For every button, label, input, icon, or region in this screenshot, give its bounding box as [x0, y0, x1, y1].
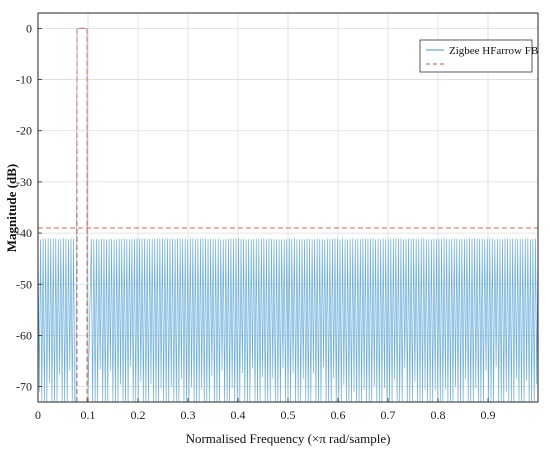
- mask-passband-outline: [76, 27, 88, 402]
- x-tick-label: 0: [35, 408, 41, 422]
- series-zigbee-hfarrow-fb: [38, 28, 538, 402]
- x-tick-label: 0.1: [81, 408, 96, 422]
- axis-ticks: 0 0.1 0.2 0.3 0.4 0.5 0.6 0.7 0.8 0.9 0 -10 -20 -30 -4…: [16, 21, 496, 422]
- x-tick-label: 0.5: [281, 408, 296, 422]
- y-tick-label: -50: [16, 277, 32, 291]
- legend-label-series-1: Zigbee HFarrow FB: [449, 45, 538, 57]
- series-group: [38, 27, 538, 402]
- plot-area: [38, 27, 538, 402]
- y-tick-label: -40: [16, 226, 32, 240]
- x-tick-label: 0.4: [231, 408, 246, 422]
- y-tick-label: -70: [16, 380, 32, 394]
- legend-box: [419, 39, 533, 73]
- legend: Zigbee HFarrow FB: [419, 39, 538, 73]
- y-tick-label: -10: [16, 73, 32, 87]
- y-tick-label: -60: [16, 328, 32, 342]
- y-tick-label: -30: [16, 175, 32, 189]
- y-tick-label: 0: [26, 21, 32, 35]
- x-tick-label: 0.3: [181, 408, 196, 422]
- y-axis-label: Magnitude (dB): [4, 164, 19, 252]
- y-tick-label: -20: [16, 124, 32, 138]
- x-tick-label: 0.2: [131, 408, 146, 422]
- x-tick-label: 0.7: [381, 408, 396, 422]
- x-tick-label: 0.9: [481, 408, 496, 422]
- x-axis-label: Normalised Frequency (×π rad/sample): [186, 431, 391, 446]
- x-tick-label: 0.8: [431, 408, 446, 422]
- x-tick-label: 0.6: [331, 408, 346, 422]
